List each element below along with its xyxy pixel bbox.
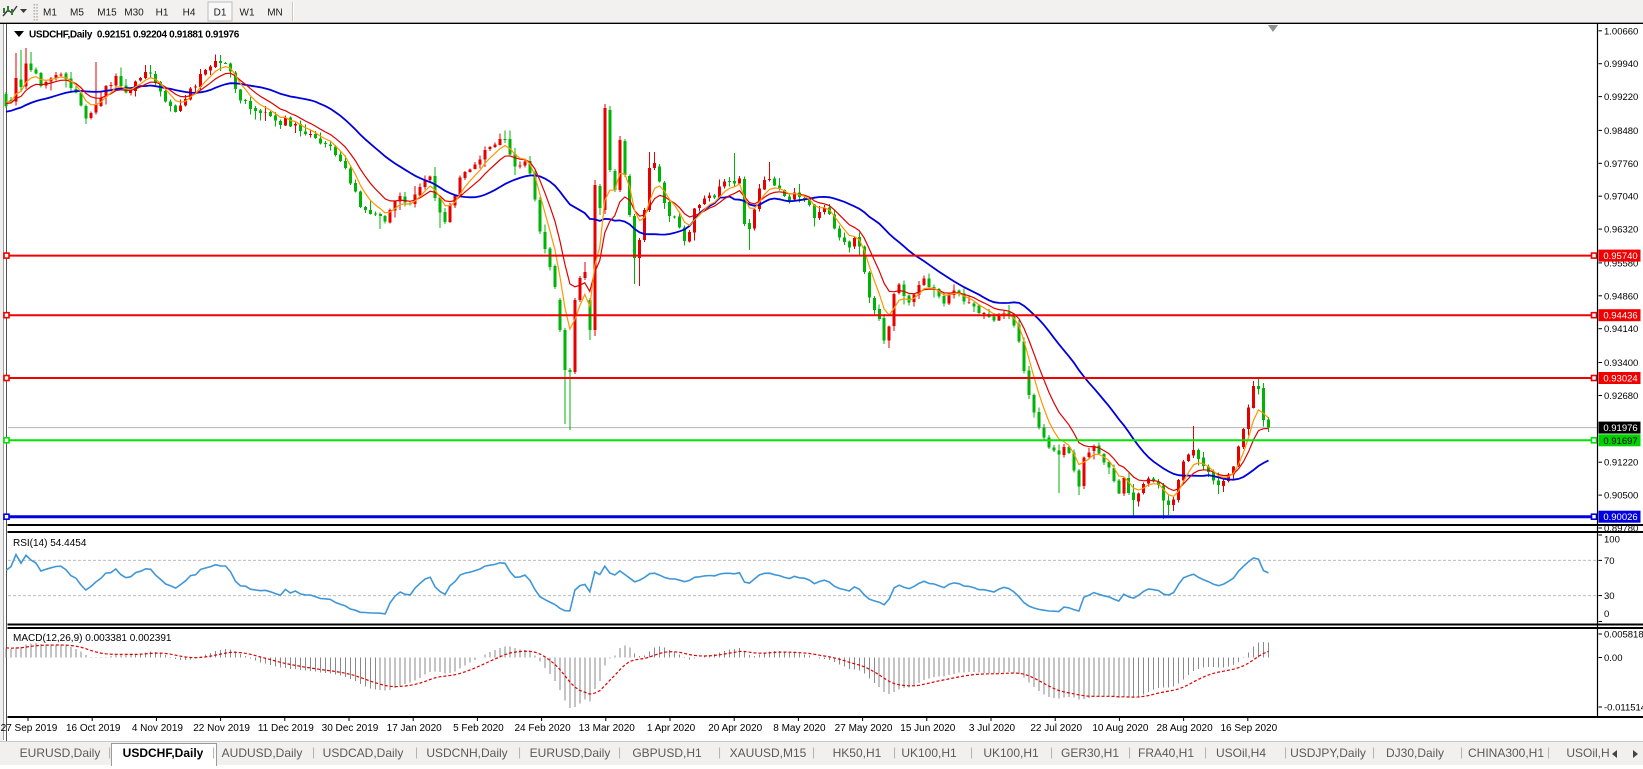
svg-text:15 Jun 2020: 15 Jun 2020: [900, 723, 955, 734]
svg-text:24 Feb 2020: 24 Feb 2020: [515, 723, 572, 734]
svg-text:30 Dec 2019: 30 Dec 2019: [322, 723, 379, 734]
svg-text:17 Jan 2020: 17 Jan 2020: [387, 723, 442, 734]
svg-text:11 Dec 2019: 11 Dec 2019: [258, 723, 314, 734]
svg-text:0.99220: 0.99220: [1604, 92, 1638, 103]
svg-text:0.92680: 0.92680: [1604, 391, 1638, 402]
svg-text:0.95580: 0.95580: [1604, 258, 1638, 269]
svg-text:27 Sep 2019: 27 Sep 2019: [1, 723, 58, 734]
svg-text:70: 70: [1604, 556, 1615, 567]
svg-text:16 Sep 2020: 16 Sep 2020: [1220, 723, 1277, 734]
svg-text:8 May 2020: 8 May 2020: [773, 723, 826, 734]
svg-text:M5: M5: [70, 8, 84, 19]
svg-text:M30: M30: [124, 8, 144, 19]
svg-text:5 Feb 2020: 5 Feb 2020: [453, 723, 504, 734]
svg-text:H4: H4: [183, 8, 196, 19]
svg-text:0.94860: 0.94860: [1604, 291, 1638, 302]
svg-text:22 Nov 2019: 22 Nov 2019: [193, 723, 250, 734]
svg-text:0.94436: 0.94436: [1603, 311, 1637, 322]
svg-text:16 Oct 2019: 16 Oct 2019: [66, 723, 121, 734]
svg-text:0.97040: 0.97040: [1604, 192, 1638, 203]
svg-text:W1: W1: [240, 8, 255, 19]
svg-text:10 Aug 2020: 10 Aug 2020: [1092, 723, 1149, 734]
svg-text:MN: MN: [267, 8, 283, 19]
svg-text:1 Apr 2020: 1 Apr 2020: [647, 723, 696, 734]
svg-text:MACD(12,26,9) 0.003381 0.00239: MACD(12,26,9) 0.003381 0.002391: [13, 633, 172, 644]
svg-text:4 Nov 2019: 4 Nov 2019: [132, 723, 184, 734]
svg-text:-0.011514: -0.011514: [1604, 703, 1643, 714]
svg-text:0.97760: 0.97760: [1604, 159, 1638, 170]
svg-text:0.98480: 0.98480: [1604, 126, 1638, 137]
svg-text:H1: H1: [156, 8, 169, 19]
svg-text:0: 0: [1604, 609, 1609, 620]
svg-text:0.96320: 0.96320: [1604, 225, 1638, 236]
svg-text:22 Jul 2020: 22 Jul 2020: [1030, 723, 1082, 734]
svg-text:0.90500: 0.90500: [1604, 491, 1638, 502]
svg-text:0.93024: 0.93024: [1603, 374, 1637, 385]
svg-text:0.99940: 0.99940: [1604, 59, 1638, 70]
svg-text:D1: D1: [214, 8, 227, 19]
svg-text:13 Mar 2020: 13 Mar 2020: [579, 723, 636, 734]
svg-text:100: 100: [1604, 535, 1620, 546]
svg-text:27 May 2020: 27 May 2020: [835, 723, 893, 734]
svg-text:USDCHF,Daily 0.92151 0.92204: USDCHF,Daily 0.92151 0.92204 0.91881 0.9…: [29, 30, 240, 41]
svg-text:0.005818: 0.005818: [1604, 630, 1643, 641]
svg-text:0.91976: 0.91976: [1603, 423, 1637, 434]
svg-text:0.93400: 0.93400: [1604, 358, 1638, 369]
svg-text:0.91220: 0.91220: [1604, 458, 1638, 469]
svg-text:28 Aug 2020: 28 Aug 2020: [1157, 723, 1214, 734]
svg-text:3 Jul 2020: 3 Jul 2020: [969, 723, 1016, 734]
svg-text:1.00660: 1.00660: [1604, 26, 1638, 37]
svg-text:30: 30: [1604, 591, 1615, 602]
svg-text:M15: M15: [97, 8, 117, 19]
svg-text:0.89780: 0.89780: [1604, 524, 1638, 535]
svg-text:0.94140: 0.94140: [1604, 324, 1638, 335]
svg-text:RSI(14) 54.4454: RSI(14) 54.4454: [13, 538, 87, 549]
svg-text:0.90026: 0.90026: [1603, 512, 1637, 523]
svg-text:0.00: 0.00: [1604, 653, 1623, 664]
svg-text:20 Apr 2020: 20 Apr 2020: [708, 723, 762, 734]
svg-text:M1: M1: [43, 8, 57, 19]
svg-text:0.95740: 0.95740: [1603, 251, 1637, 262]
svg-text:0.91697: 0.91697: [1603, 436, 1637, 447]
